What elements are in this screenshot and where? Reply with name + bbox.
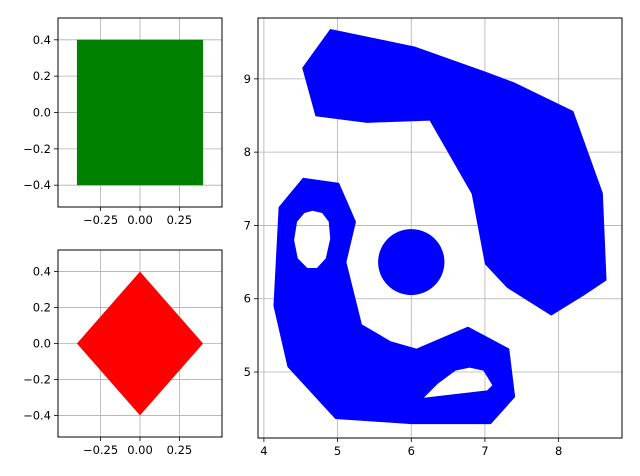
eye-shape bbox=[378, 229, 445, 296]
y-tick-label: 0.4 bbox=[33, 33, 51, 47]
x-tick-label: 0.25 bbox=[167, 443, 193, 457]
x-tick-label: 0.00 bbox=[127, 213, 153, 227]
y-tick-label: −0.4 bbox=[23, 408, 51, 422]
x-tick-label: 0.00 bbox=[127, 443, 153, 457]
y-tick-label: 7 bbox=[244, 218, 251, 232]
x-tick-label: 5 bbox=[334, 444, 341, 458]
y-tick-label: 0.2 bbox=[33, 69, 51, 83]
y-tick-label: 5 bbox=[244, 365, 251, 379]
hair-shape bbox=[302, 28, 607, 316]
square-plot: −0.25 0.00 0.25 −0.4 −0.2 0.0 0.2 0.4 bbox=[23, 17, 223, 227]
y-tick-label: 0.2 bbox=[33, 301, 51, 315]
x-tick-label: −0.25 bbox=[83, 213, 118, 227]
face-plot: 4 5 6 7 8 5 6 7 8 9 bbox=[244, 17, 623, 458]
y-tick-label: 8 bbox=[244, 145, 251, 159]
x-tick-label: 0.25 bbox=[167, 213, 193, 227]
y-tick-label: 0.4 bbox=[33, 265, 51, 279]
square-shape bbox=[76, 39, 204, 186]
diamond-shape bbox=[76, 271, 204, 416]
y-tick-label: 0.0 bbox=[33, 337, 51, 351]
y-tick-label: 6 bbox=[244, 292, 251, 306]
x-tick-label: 4 bbox=[260, 444, 267, 458]
y-tick-label: −0.2 bbox=[23, 372, 51, 386]
x-tick-label: 6 bbox=[408, 444, 415, 458]
axes-frame bbox=[257, 17, 623, 439]
diamond-plot: −0.25 0.00 0.25 −0.4 −0.2 0.0 0.2 0.4 bbox=[23, 249, 223, 457]
y-tick-label: −0.4 bbox=[23, 178, 51, 192]
y-tick-label: 9 bbox=[244, 72, 251, 86]
head-shape bbox=[273, 177, 516, 425]
x-tick-label: 8 bbox=[555, 444, 562, 458]
x-tick-label: −0.25 bbox=[83, 443, 118, 457]
x-tick-label: 7 bbox=[481, 444, 488, 458]
y-tick-label: 0.0 bbox=[33, 106, 51, 120]
y-tick-label: −0.2 bbox=[23, 142, 51, 156]
